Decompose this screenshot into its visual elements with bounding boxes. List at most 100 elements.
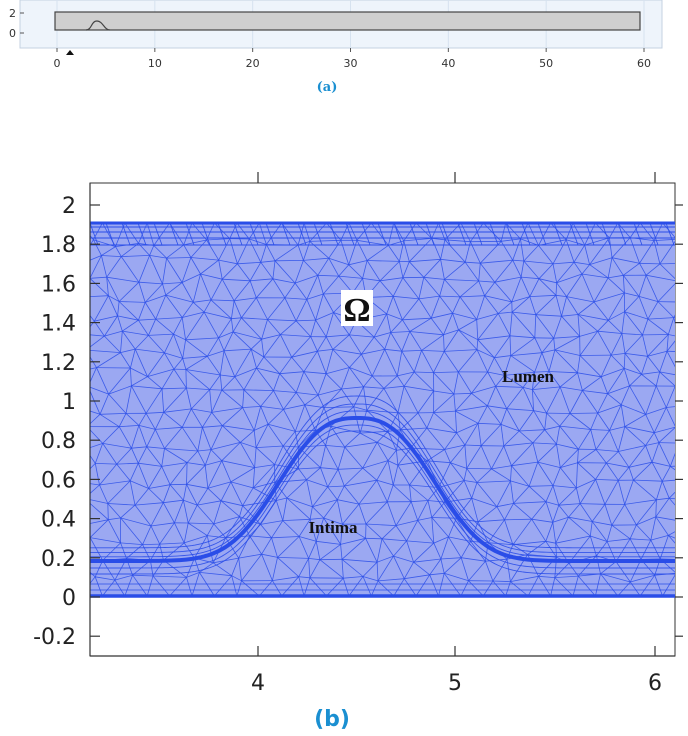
mesh-edge: [521, 276, 540, 280]
mesh-edge: [512, 518, 533, 545]
mesh-edge: [315, 541, 321, 560]
mesh-edge: [397, 386, 405, 413]
mesh-edge: [444, 222, 462, 241]
mesh-edge: [199, 572, 232, 577]
mesh-edge: [636, 524, 652, 541]
mesh-edge: [107, 503, 109, 520]
mesh-edge: [617, 451, 630, 468]
mesh-edge: [272, 576, 299, 581]
panel-b-y-tick-label: 0: [62, 586, 76, 611]
mesh-edge: [440, 557, 462, 560]
mesh-edge: [417, 520, 435, 544]
mesh-edge: [607, 393, 622, 406]
mesh-top-layer-edge: [217, 222, 227, 246]
mesh-edge: [399, 240, 405, 262]
mesh-edge: [531, 518, 553, 523]
mesh-edge: [608, 320, 623, 334]
mesh-edge: [448, 536, 462, 558]
panel-b-y-tick-label: 1.6: [41, 272, 76, 297]
mesh-edge: [222, 278, 251, 282]
mesh-edge: [556, 443, 579, 450]
mesh-edge: [271, 537, 278, 558]
mesh-edge: [624, 426, 646, 446]
mesh-edge: [580, 503, 605, 505]
mesh-edge: [406, 540, 414, 563]
mesh-edge: [155, 426, 183, 430]
mesh-edge: [590, 429, 597, 450]
mesh-edge: [74, 387, 88, 406]
mesh-edge: [545, 485, 554, 502]
mesh-edge: [554, 349, 578, 374]
mesh-edge: [604, 504, 613, 526]
mesh-edge: [566, 296, 595, 303]
mesh-edge: [135, 348, 165, 354]
mesh-edge: [552, 485, 577, 489]
mesh-edge: [622, 275, 625, 293]
mesh-edge: [338, 264, 349, 277]
mesh-edge: [274, 244, 299, 262]
mesh-edge: [200, 259, 219, 275]
mesh-edge: [221, 460, 255, 468]
mesh-edge: [534, 337, 543, 353]
mesh-edge: [344, 432, 361, 448]
mesh-edge: [581, 264, 590, 275]
mesh-edge: [513, 503, 532, 520]
mesh-edge: [520, 238, 539, 246]
mesh-edge: [309, 239, 341, 242]
mesh-edge: [413, 558, 441, 563]
mesh-edge: [261, 554, 273, 581]
mesh-top-layer-edge: [345, 222, 355, 246]
mesh-edge: [163, 387, 187, 413]
mesh-edge: [200, 273, 212, 301]
mesh-edge: [595, 449, 607, 464]
mesh-edge: [618, 445, 646, 452]
mesh-edge: [471, 392, 488, 407]
mesh-edge: [471, 482, 478, 499]
mesh-edge: [657, 283, 675, 302]
mesh-edge: [376, 442, 389, 461]
mesh-edge: [623, 262, 640, 276]
mesh-edge: [161, 368, 175, 390]
mesh-edge: [413, 561, 430, 576]
mesh-edge: [559, 467, 577, 489]
mesh-edge: [120, 256, 140, 283]
mesh-edge: [186, 483, 208, 489]
mesh-edge: [669, 497, 675, 500]
mesh-edge: [443, 351, 459, 373]
mesh-top-layer-edge: [137, 222, 147, 246]
mesh-edge: [645, 275, 659, 302]
mesh-edge: [485, 561, 494, 582]
mesh-top-layer-edge: [377, 222, 387, 246]
mesh-edge: [593, 292, 625, 303]
mesh-edge: [108, 295, 120, 302]
mesh-edge: [174, 500, 184, 523]
mesh-edge: [93, 320, 105, 337]
mesh-edge: [118, 301, 139, 321]
mesh-edge: [316, 540, 341, 545]
mesh-edge: [249, 280, 257, 298]
mesh-edge: [101, 246, 116, 256]
mesh-edge: [253, 430, 257, 448]
mesh-edge: [362, 278, 381, 282]
mesh-edge: [600, 573, 619, 597]
mesh-edge: [535, 295, 557, 315]
mesh-edge: [152, 575, 170, 597]
mesh-edge: [366, 388, 385, 411]
panel-a-channel: [54, 11, 641, 31]
mesh-edge: [403, 562, 414, 579]
mesh-edge: [455, 393, 472, 412]
mesh-edge: [646, 274, 675, 282]
mesh-edge: [272, 580, 283, 597]
mesh-edge: [409, 238, 433, 262]
mesh-edge: [609, 430, 619, 452]
mesh-edge: [512, 260, 522, 278]
mesh-edge: [659, 263, 675, 280]
mesh-edge: [421, 350, 434, 373]
mesh-edge: [231, 317, 242, 320]
mesh-edge: [657, 301, 675, 318]
mesh-edge: [534, 314, 537, 338]
mesh-edge: [349, 353, 362, 368]
mesh-edge: [182, 311, 205, 318]
mesh-edge: [655, 499, 657, 517]
mesh-edge: [377, 555, 394, 582]
